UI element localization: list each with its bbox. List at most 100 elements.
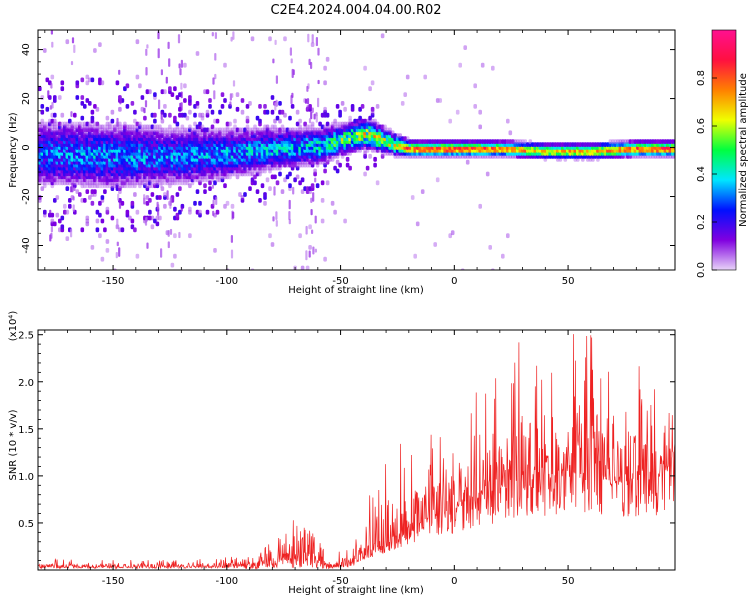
spectrogram-cell — [320, 180, 325, 186]
spectrogram-cell — [110, 109, 115, 115]
spectrogram-cell — [310, 61, 313, 69]
spectrogram-cell — [45, 77, 50, 83]
spectrogram-cell — [305, 250, 308, 261]
spectrogram-cell — [100, 195, 105, 200]
spectrogram-cell — [270, 95, 275, 100]
spectrogram-cell — [188, 233, 192, 239]
spectrogram-cell — [160, 118, 165, 124]
spectrogram-cell — [218, 109, 222, 115]
spectrogram-cell — [123, 121, 127, 127]
spectrogram-cell — [314, 248, 317, 253]
spectrogram-cells — [38, 30, 675, 270]
spectrogram-cell — [278, 101, 282, 106]
spectrogram-cell — [113, 268, 117, 270]
spectrogram-cell — [435, 177, 440, 183]
spectrogram-cell — [135, 74, 140, 80]
spectrogram-cell — [273, 186, 276, 196]
spectrogram-cell — [167, 41, 170, 50]
spectrogram-cell — [160, 69, 163, 76]
spectrogram-cell — [275, 75, 278, 84]
spectrogram-cell — [75, 95, 80, 100]
spectrogram-cell — [229, 101, 232, 107]
spectrogram-cell — [173, 233, 177, 239]
spectrogram-cell — [455, 109, 460, 115]
spectrogram-cell — [360, 104, 365, 109]
spectrogram-cell — [295, 174, 300, 180]
spectrogram-cell — [413, 253, 417, 259]
spectrogram-cell — [250, 36, 255, 42]
spectrogram-cell — [231, 93, 234, 98]
spectrogram-cell — [125, 104, 130, 109]
spectrogram-cell — [283, 36, 287, 42]
spectrogram-cell — [93, 48, 97, 53]
spectrogram-cell — [305, 225, 308, 235]
spectrogram-cell — [95, 121, 100, 127]
spectrogram-cell — [308, 224, 312, 230]
spectrogram-cell — [405, 74, 410, 80]
spectrogram-cell — [243, 192, 247, 197]
spectrogram-cell — [501, 253, 505, 259]
spectrogram-cell — [415, 221, 420, 227]
spectrogram-cell — [340, 101, 345, 106]
spectrogram-cell — [232, 211, 235, 219]
spectrogram-cell — [368, 86, 372, 92]
spectrogram-cell — [260, 183, 265, 189]
spectrogram-cell — [118, 247, 121, 257]
spectrogram-cell — [100, 256, 105, 262]
spectrogram-cell — [155, 221, 160, 227]
spectrogram-cell — [313, 168, 317, 174]
spectrogram-cell — [183, 62, 187, 68]
spectrogram-cell — [308, 245, 312, 250]
spectrogram-cell — [268, 36, 272, 42]
spectrogram-cell — [75, 189, 80, 194]
spectrogram-cell — [274, 102, 277, 111]
spectrogram-cell — [168, 86, 172, 92]
spectrogram-cell — [488, 245, 492, 250]
spectrogram-cell — [323, 256, 327, 262]
spectrogram-cell — [275, 211, 278, 221]
spectrogram-cell — [188, 109, 192, 115]
spectrogram-cell — [300, 177, 305, 183]
spectrogram-cell — [47, 90, 50, 99]
spectrogram-cell — [138, 121, 142, 127]
spectrogram-cell — [212, 77, 215, 85]
spectrogram-y-axis-label: Frequency (Hz) — [8, 112, 19, 188]
spectrogram-cell — [315, 183, 320, 189]
spectrogram-cell — [198, 200, 202, 206]
spectrogram-cell — [150, 224, 155, 230]
spectrogram-cell — [270, 242, 275, 247]
colorbar-tick-label: 0.0 — [696, 262, 707, 278]
spectrogram-cell — [175, 192, 180, 197]
spectrogram-cell — [153, 218, 157, 224]
spectrogram-cell — [153, 118, 157, 124]
spectrogram-cell — [58, 218, 62, 224]
spectrogram-cell — [60, 86, 65, 92]
spectrogram-cell — [138, 83, 142, 89]
spectrogram-cell — [289, 47, 292, 56]
spectrogram-cell — [230, 36, 233, 42]
spectrogram-cell — [58, 95, 62, 100]
spectrogram-cell — [183, 83, 187, 89]
spectrogram-cell — [310, 197, 313, 204]
spectrogram-cell — [465, 159, 470, 165]
spectrogram-cell — [166, 190, 169, 201]
spectrogram-cell — [68, 198, 72, 203]
spectrogram-cell — [272, 216, 275, 222]
spectrogram-cell — [283, 112, 287, 118]
spectrogram-cell — [178, 63, 181, 69]
spectrogram-cell — [163, 112, 167, 118]
spectrogram-cell — [473, 104, 477, 109]
spectrogram-cell — [298, 233, 302, 239]
spectrogram-cell — [169, 228, 173, 235]
spectrogram-cell — [178, 186, 182, 191]
spectrogram-cell — [169, 197, 172, 207]
spectrogram-cell — [98, 77, 102, 83]
spectrogram-cell — [348, 165, 352, 171]
spectrogram-cell — [215, 209, 220, 215]
spectrogram-cell — [270, 109, 275, 115]
spectrogram-cell — [223, 98, 227, 103]
spectrogram-cell — [220, 92, 225, 97]
spectrogram-cell — [68, 203, 72, 209]
spectrogram-cell — [115, 80, 120, 86]
spectrogram-cell — [158, 124, 162, 130]
